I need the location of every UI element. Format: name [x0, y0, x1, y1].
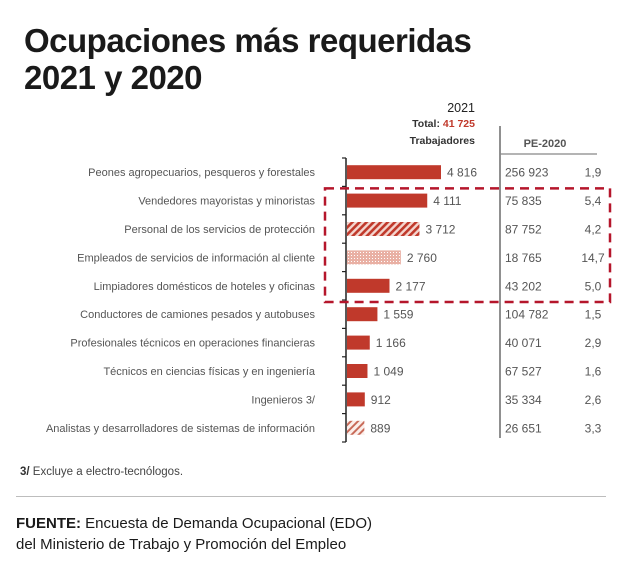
- bar-chart: Peones agropecuarios, pesqueros y forest…: [46, 126, 612, 443]
- category-label: Técnicos en ciencias físicas y en ingeni…: [103, 366, 315, 378]
- unit-label: Trabajadores: [409, 135, 475, 147]
- footnote-mark: 3/: [20, 466, 30, 478]
- total-label: Total: 41 725: [350, 118, 475, 130]
- ratio-value: 2,6: [585, 393, 602, 407]
- bar: [347, 335, 370, 350]
- pe-value: 256 923: [505, 166, 549, 180]
- pe-value: 40 071: [505, 336, 542, 350]
- category-label: Peones agropecuarios, pesqueros y forest…: [88, 167, 315, 179]
- ratio-value: 2,9: [585, 336, 602, 350]
- title-line-2: 2021 y 2020: [24, 59, 203, 96]
- highlight-box: [323, 187, 612, 304]
- ratio-value: 5,4: [585, 194, 602, 208]
- value-label: 2 760: [407, 251, 437, 265]
- value-label: 1 049: [373, 365, 403, 379]
- source-label: FUENTE:: [16, 515, 81, 532]
- pe-value: 67 527: [505, 365, 542, 379]
- category-label: Profesionales técnicos en operaciones fi…: [70, 338, 315, 350]
- bar: [347, 392, 365, 407]
- source-text-1: Encuesta de Demanda Ocupacional (EDO): [81, 515, 372, 532]
- chart-title: Ocupaciones más requeridas 2021 y 2020: [24, 22, 472, 96]
- pe-value: 87 752: [505, 223, 542, 237]
- category-label: Analistas y desarrolladores de sistemas …: [46, 423, 315, 435]
- source-note: FUENTE: Encuesta de Demanda Ocupacional …: [16, 513, 372, 555]
- category-label: Ingenieros 3/: [251, 394, 316, 406]
- ratio-value: 4,2: [585, 223, 602, 237]
- bar: [347, 193, 428, 208]
- value-label: 1 166: [376, 336, 406, 350]
- pe-value: 26 651: [505, 421, 542, 435]
- bar: [347, 307, 378, 322]
- ratio-value: 3,3: [585, 421, 602, 435]
- category-label: Conductores de camiones pesados y autobu…: [80, 309, 315, 321]
- ratio-value: 5,0: [585, 279, 602, 293]
- footnote-text: Excluye a electro-tecnólogos.: [29, 466, 184, 478]
- pe-value: 35 334: [505, 393, 542, 407]
- bar: [347, 222, 420, 236]
- title-line-1: Ocupaciones más requeridas: [24, 22, 472, 59]
- value-label: 4 816: [447, 166, 477, 180]
- ratio-value: 1,9: [585, 166, 602, 180]
- ratio-value: 1,6: [585, 365, 602, 379]
- value-label: 1 559: [383, 308, 413, 322]
- series-year: 2021: [447, 101, 475, 115]
- bar: [347, 364, 368, 378]
- footnote: 3/ Excluye a electro-tecnólogos.: [20, 466, 183, 478]
- bar: [347, 250, 401, 265]
- pe-value: 104 782: [505, 308, 549, 322]
- pe-2020-header: PE-2020: [523, 138, 567, 150]
- value-label: 889: [370, 421, 390, 435]
- category-label: Vendedores mayoristas y minoristas: [138, 196, 315, 208]
- source-line-1: FUENTE: Encuesta de Demanda Ocupacional …: [16, 513, 372, 534]
- total-caption: Total:: [412, 118, 440, 130]
- pe-value: 43 202: [505, 279, 542, 293]
- pe-value: 75 835: [505, 194, 542, 208]
- value-label: 2 177: [395, 279, 425, 293]
- category-label: Empleados de servicios de información al…: [77, 252, 315, 264]
- divider: [16, 496, 606, 497]
- bar: [347, 420, 365, 435]
- value-label: 912: [371, 393, 391, 407]
- bar: [347, 165, 441, 180]
- bar: [347, 278, 390, 293]
- category-label: Personal de los servicios de protección: [124, 224, 315, 236]
- source-line-2: del Ministerio de Trabajo y Promoción de…: [16, 536, 347, 553]
- ratio-value: 1,5: [585, 308, 602, 322]
- category-label: Limpiadores domésticos de hoteles y ofic…: [94, 281, 316, 293]
- value-label: 4 111: [433, 194, 462, 208]
- pe-value: 18 765: [505, 251, 542, 265]
- ratio-value: 14,7: [581, 251, 605, 265]
- value-label: 3 712: [425, 223, 455, 237]
- total-value: 41 725: [442, 118, 475, 130]
